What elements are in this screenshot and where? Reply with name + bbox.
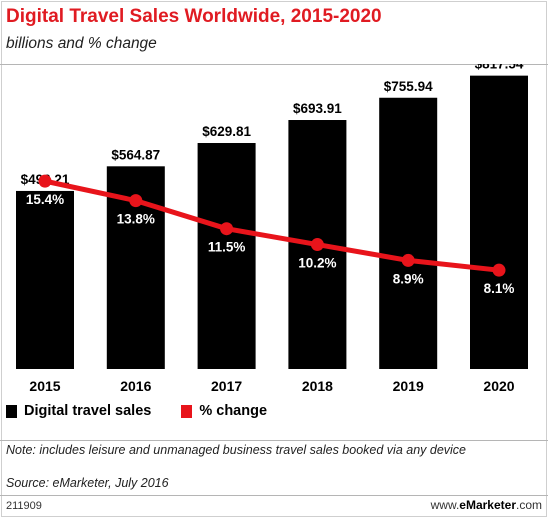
chart-id: 211909 <box>6 500 42 512</box>
x-tick-label: 2016 <box>120 378 151 394</box>
legend-swatch-sales <box>6 404 17 418</box>
bar-value-label: $629.81 <box>202 124 251 139</box>
bar-2017 <box>197 143 256 369</box>
change-value-label: 11.5% <box>208 240 246 255</box>
x-tick-label: 2015 <box>29 378 60 394</box>
chart-note: Note: includes leisure and unmanaged bus… <box>6 443 467 457</box>
legend-item-change: % change <box>181 403 267 419</box>
bar-value-label: $693.91 <box>293 101 342 116</box>
brand-name: eMarketer <box>459 498 516 512</box>
bar-2020 <box>470 75 528 370</box>
change-point-2018 <box>310 238 324 252</box>
change-value-label: 8.9% <box>393 271 424 286</box>
legend-label-sales: Digital travel sales <box>24 403 152 419</box>
change-point-2019 <box>401 253 415 267</box>
brand-suffix: .com <box>515 498 542 512</box>
chart-plot: $496.212015$564.872016$629.812017$693.91… <box>16 64 528 394</box>
chart-legend: Digital travel sales % change <box>6 400 297 422</box>
legend-swatch-change <box>181 404 193 418</box>
bar-2019 <box>379 97 438 369</box>
x-tick-label: 2019 <box>393 378 424 394</box>
bar-value-label: $817.54 <box>475 64 524 72</box>
change-point-2020 <box>492 263 506 277</box>
change-value-label: 10.2% <box>298 256 336 271</box>
bar-value-label: $755.94 <box>384 79 433 94</box>
notes-divider <box>0 440 548 441</box>
change-value-label: 15.4% <box>26 192 64 207</box>
change-point-2015 <box>38 174 52 188</box>
chart-subtitle: billions and % change <box>6 35 157 52</box>
change-value-label: 8.1% <box>484 281 515 296</box>
x-tick-label: 2017 <box>211 378 242 394</box>
footer-divider <box>0 495 548 496</box>
x-tick-label: 2020 <box>483 378 514 394</box>
change-line <box>42 178 502 273</box>
change-point-2016 <box>129 194 143 208</box>
legend-label-change: % change <box>199 403 268 419</box>
bar-value-label: $564.87 <box>111 147 160 162</box>
x-tick-label: 2018 <box>302 378 333 394</box>
brand-prefix: www. <box>430 498 460 512</box>
change-point-2017 <box>220 222 234 236</box>
brand-url[interactable]: www.eMarketer.com <box>431 498 542 512</box>
chart-source: Source: eMarketer, July 2016 <box>6 476 169 490</box>
bar-2015 <box>16 190 74 369</box>
chart-title: Digital Travel Sales Worldwide, 2015-202… <box>6 6 382 27</box>
legend-item-sales: Digital travel sales <box>6 403 151 419</box>
header-divider <box>0 64 548 65</box>
change-value-label: 13.8% <box>117 212 155 227</box>
